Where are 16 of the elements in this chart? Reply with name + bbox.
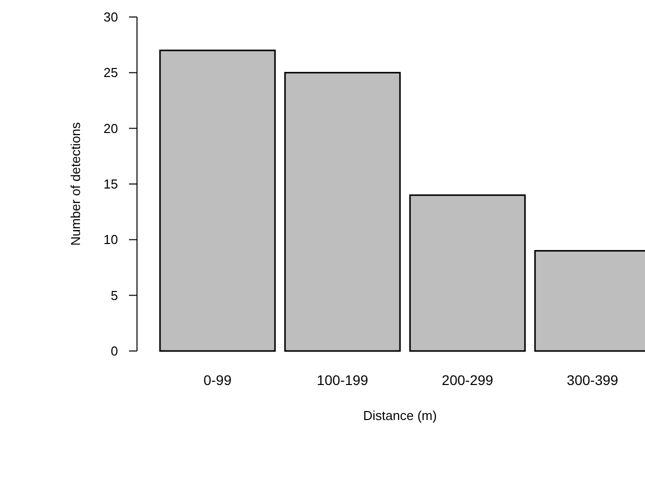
y-tick-label: 5 xyxy=(110,288,118,303)
y-axis-title: Number of detections xyxy=(68,122,83,246)
x-tick-label: 200-299 xyxy=(442,372,494,388)
x-axis-title: Distance (m) xyxy=(363,408,437,423)
y-tick-label: 20 xyxy=(104,120,118,136)
bar xyxy=(409,194,526,352)
x-tick-label: 300-399 xyxy=(566,372,618,388)
y-tick-label: 15 xyxy=(104,176,118,192)
y-tick-label: 25 xyxy=(104,65,118,80)
bar xyxy=(284,72,401,352)
x-tick-label: 100-199 xyxy=(316,372,368,388)
x-tick-label: 0-99 xyxy=(203,372,232,388)
bar xyxy=(159,50,276,352)
y-tick-label: 10 xyxy=(104,232,118,248)
y-tick-label: 0 xyxy=(110,344,118,359)
y-tick-label: 30 xyxy=(104,10,118,25)
